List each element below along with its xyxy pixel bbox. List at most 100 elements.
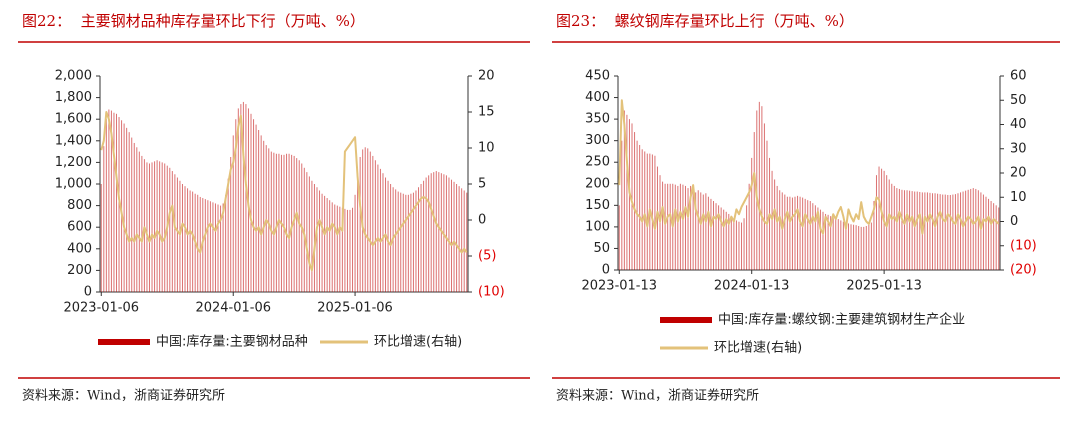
bar: [184, 186, 186, 292]
bar: [962, 191, 964, 270]
bar: [669, 183, 671, 270]
bar: [947, 194, 949, 270]
bar: [133, 142, 135, 292]
bar: [270, 151, 272, 292]
bar: [237, 108, 239, 293]
bar: [402, 193, 404, 292]
bar: [311, 180, 313, 292]
bar: [265, 145, 267, 292]
bar: [425, 177, 427, 292]
bar: [819, 209, 821, 270]
y-tick-label: 350: [585, 112, 610, 127]
bar: [108, 109, 110, 292]
bar: [791, 197, 793, 270]
bar: [919, 191, 921, 270]
bar: [105, 119, 107, 292]
bar: [822, 211, 824, 270]
bar: [878, 166, 880, 270]
bar: [827, 214, 829, 270]
bar: [169, 167, 171, 292]
y2-tick-label: 10: [1010, 190, 1027, 205]
bar: [677, 185, 679, 270]
bar: [817, 207, 819, 270]
y-tick-label: 200: [67, 263, 92, 278]
bar: [944, 194, 946, 270]
bar: [845, 222, 847, 270]
bar: [214, 203, 216, 292]
bar: [926, 192, 928, 270]
bar: [965, 190, 967, 270]
y-tick-label: 1,200: [55, 155, 92, 170]
bar: [707, 196, 709, 270]
bar: [390, 184, 392, 292]
bar: [753, 132, 755, 270]
bar: [209, 201, 211, 292]
bar: [357, 173, 359, 292]
bar: [367, 148, 369, 292]
bar: [324, 195, 326, 292]
bar: [741, 222, 743, 270]
bar: [255, 124, 257, 292]
bar: [761, 106, 763, 270]
bar: [723, 209, 725, 270]
legend-swatch: [660, 317, 712, 323]
bar: [774, 179, 776, 270]
chart-title: 图23： 螺纹钢库存量环比上行（万吨、%）: [556, 12, 854, 30]
bar: [873, 201, 875, 270]
bar: [176, 177, 178, 292]
bar: [909, 190, 911, 270]
bar: [319, 190, 321, 292]
bar: [461, 188, 463, 292]
bar: [354, 194, 356, 292]
bar: [148, 163, 150, 292]
y-tick-label: 150: [585, 198, 610, 213]
bar: [197, 194, 199, 292]
bar: [639, 144, 641, 270]
bar: [664, 183, 666, 270]
bar: [942, 194, 944, 270]
y-tick-label: 50: [593, 241, 610, 256]
bar: [911, 191, 913, 270]
legend-label: 中国:库存量:主要钢材品种: [156, 334, 308, 350]
bar: [339, 206, 341, 292]
bar: [651, 154, 653, 270]
bar: [372, 155, 374, 292]
bar: [273, 152, 275, 292]
bar: [700, 192, 702, 270]
bar: [906, 190, 908, 270]
bar: [802, 197, 804, 270]
bar: [253, 119, 255, 292]
bar: [776, 185, 778, 270]
bar: [718, 205, 720, 270]
bar: [937, 193, 939, 270]
bar: [428, 175, 430, 292]
bar: [321, 193, 323, 292]
bar: [128, 132, 130, 292]
bar: [263, 140, 265, 292]
x-tick-label: 2023-01-13: [581, 279, 657, 294]
y2-tick-label: 10: [478, 141, 495, 156]
y2-tick-label: (20): [1010, 263, 1037, 278]
bar: [268, 148, 270, 292]
bar: [212, 202, 214, 292]
bar: [748, 183, 750, 270]
x-tick-label: 2025-01-06: [317, 301, 393, 316]
bar: [379, 168, 381, 292]
bar: [995, 205, 997, 270]
bar: [410, 193, 412, 292]
y-tick-label: 250: [585, 155, 610, 170]
bar: [684, 185, 686, 270]
bar: [998, 207, 1000, 270]
source-note: 资料来源：Wind，浙商证券研究所: [556, 388, 759, 404]
bar: [286, 153, 288, 292]
bar: [646, 153, 648, 270]
legend-swatch: [98, 339, 150, 345]
bar: [733, 218, 735, 270]
bar: [891, 183, 893, 270]
bar: [939, 194, 941, 270]
bar: [232, 135, 234, 292]
bar: [804, 198, 806, 270]
bar: [692, 190, 694, 270]
bar: [329, 200, 331, 292]
bar: [288, 153, 290, 292]
